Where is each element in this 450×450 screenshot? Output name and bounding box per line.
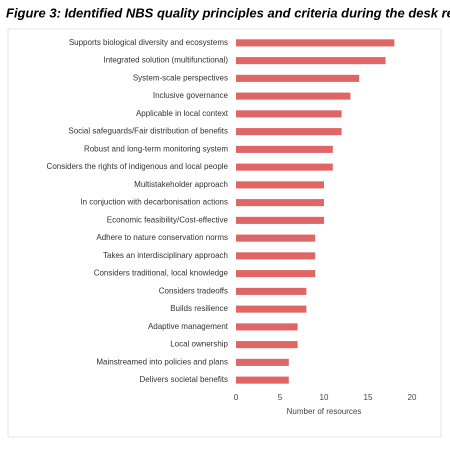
x-tick-label: 20 bbox=[408, 393, 417, 402]
y-tick-label: Considers the rights of indigenous and l… bbox=[47, 162, 229, 171]
y-tick-label: Considers traditional, local knowledge bbox=[94, 269, 229, 278]
y-tick-label: Builds resilience bbox=[170, 304, 228, 313]
bar bbox=[236, 376, 289, 384]
y-tick-label: Mainstreamed into policies and plans bbox=[96, 357, 228, 366]
bar bbox=[236, 110, 342, 118]
y-tick-label: Robust and long-term monitoring system bbox=[84, 144, 228, 153]
bar bbox=[236, 341, 298, 349]
bar bbox=[236, 181, 324, 189]
y-tick-label: Integrated solution (multifunctional) bbox=[103, 56, 228, 65]
bar bbox=[236, 39, 395, 47]
x-tick-label: 5 bbox=[278, 393, 283, 402]
bar bbox=[236, 358, 289, 366]
bar bbox=[236, 252, 316, 260]
y-tick-label: Adaptive management bbox=[148, 322, 229, 331]
y-tick-label: Multistakeholder approach bbox=[134, 180, 228, 189]
bar bbox=[236, 57, 386, 65]
y-tick-label: Social safeguards/Fair distribution of b… bbox=[68, 127, 228, 136]
x-tick-label: 15 bbox=[364, 393, 373, 402]
y-tick-label: In conjuction with decarbonisation actio… bbox=[80, 198, 228, 207]
y-tick-label: System-scale perspectives bbox=[133, 73, 228, 82]
y-tick-label: Considers tradeoffs bbox=[159, 286, 228, 295]
y-tick-label: Local ownership bbox=[170, 340, 228, 349]
bar bbox=[236, 163, 333, 171]
y-tick-label: Inclusive governance bbox=[153, 91, 229, 100]
bar bbox=[236, 92, 351, 100]
bar bbox=[236, 234, 316, 242]
y-tick-label: Takes an interdisciplinary approach bbox=[103, 251, 228, 260]
bar bbox=[236, 305, 307, 313]
x-tick-label: 0 bbox=[234, 393, 239, 402]
bar bbox=[236, 270, 316, 278]
bar bbox=[236, 74, 360, 82]
y-tick-label: Adhere to nature conservation norms bbox=[96, 233, 228, 242]
y-tick-label: Economic feasibility/Cost-effective bbox=[107, 215, 229, 224]
chart-title: Figure 3: Identified NBS quality princip… bbox=[6, 5, 450, 20]
x-tick-label: 10 bbox=[320, 393, 329, 402]
y-tick-label: Supports biological diversity and ecosys… bbox=[69, 38, 228, 47]
x-axis-title: Number of resources bbox=[287, 407, 362, 416]
y-tick-label: Applicable in local context bbox=[136, 109, 229, 118]
bar bbox=[236, 128, 342, 136]
bar bbox=[236, 216, 324, 224]
bar bbox=[236, 145, 333, 153]
y-tick-label: Delivers societal benefits bbox=[140, 375, 228, 384]
bar bbox=[236, 199, 324, 207]
bar bbox=[236, 287, 307, 295]
chart-frame bbox=[7, 28, 442, 438]
bar bbox=[236, 323, 298, 331]
